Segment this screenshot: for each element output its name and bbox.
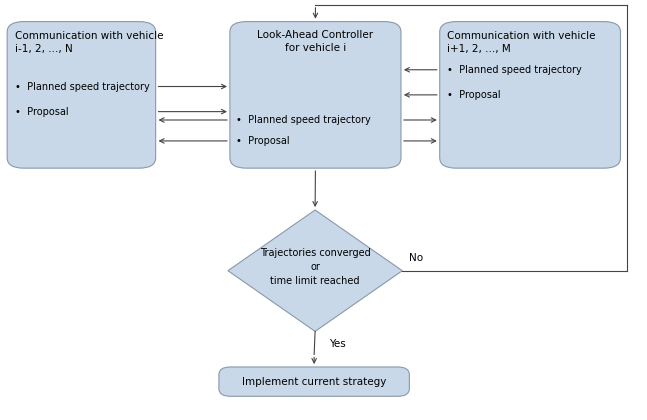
Text: •  Proposal: • Proposal	[236, 136, 290, 146]
Text: •  Planned speed trajectory: • Planned speed trajectory	[236, 115, 371, 125]
FancyBboxPatch shape	[219, 367, 410, 396]
Text: •  Planned speed trajectory: • Planned speed trajectory	[15, 81, 149, 92]
Text: •  Proposal: • Proposal	[448, 90, 501, 100]
Text: Communication with vehicle
i-1, 2, ..., N: Communication with vehicle i-1, 2, ..., …	[15, 31, 164, 54]
Text: •  Planned speed trajectory: • Planned speed trajectory	[448, 65, 582, 75]
FancyBboxPatch shape	[440, 21, 620, 168]
Text: Communication with vehicle
i+1, 2, ..., M: Communication with vehicle i+1, 2, ..., …	[448, 31, 596, 54]
FancyBboxPatch shape	[7, 21, 156, 168]
Text: Implement current strategy: Implement current strategy	[242, 377, 386, 387]
Polygon shape	[228, 210, 402, 331]
Text: Trajectories converged
or
time limit reached: Trajectories converged or time limit rea…	[259, 247, 371, 286]
Text: Yes: Yes	[329, 339, 346, 349]
Text: Look-Ahead Controller
for vehicle i: Look-Ahead Controller for vehicle i	[258, 30, 373, 53]
FancyBboxPatch shape	[230, 21, 401, 168]
Text: •  Proposal: • Proposal	[15, 107, 69, 117]
Text: No: No	[409, 253, 423, 263]
